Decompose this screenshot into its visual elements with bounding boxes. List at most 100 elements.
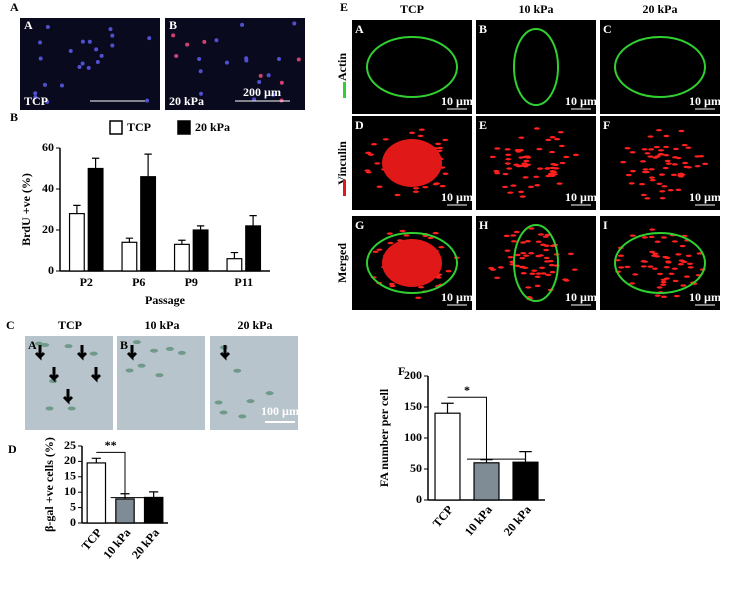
nucleus	[214, 38, 219, 43]
focal-adhesion	[493, 169, 500, 173]
focal-adhesion	[514, 253, 521, 257]
bar	[115, 498, 135, 524]
focal-adhesion	[660, 236, 667, 239]
focal-adhesion	[682, 161, 689, 165]
y-tick-label: 0	[48, 263, 54, 277]
nucleus	[38, 40, 43, 45]
row-label: Actin	[335, 53, 349, 81]
error-bar	[91, 157, 100, 169]
legend-swatch	[343, 82, 346, 98]
bar	[140, 176, 157, 272]
nucleus	[257, 79, 262, 84]
focal-adhesion	[554, 137, 561, 141]
bar	[226, 258, 243, 272]
nucleus	[279, 98, 284, 103]
focal-adhesion	[367, 153, 374, 156]
focal-adhesion	[558, 144, 565, 148]
focal-adhesion	[675, 188, 682, 192]
focal-adhesion	[654, 240, 661, 243]
focal-adhesion	[382, 138, 389, 141]
focal-adhesion	[510, 184, 517, 187]
cell	[45, 406, 54, 411]
cell	[34, 341, 43, 346]
x-tick-label: P9	[185, 275, 198, 289]
nucleus	[199, 91, 204, 96]
nucleus	[252, 97, 257, 102]
focal-adhesion	[673, 294, 680, 298]
micrograph	[476, 20, 596, 114]
image-letter: B	[169, 18, 177, 32]
focal-adhesion	[649, 179, 656, 182]
cell	[132, 340, 141, 345]
focal-adhesion	[629, 282, 636, 285]
focal-adhesion	[514, 264, 521, 268]
cell-body	[382, 239, 442, 287]
focal-adhesion	[504, 148, 511, 151]
nucleus	[80, 61, 85, 66]
actin	[614, 36, 706, 98]
focal-adhesion	[519, 195, 526, 198]
focal-adhesion	[624, 265, 631, 269]
error-bar	[480, 459, 493, 463]
x-tick-label: TCP	[430, 503, 456, 530]
focal-adhesion	[534, 184, 541, 187]
focal-adhesion	[624, 147, 631, 150]
focal-adhesion	[442, 172, 449, 175]
focal-adhesion	[417, 134, 424, 138]
focal-adhesion	[656, 182, 663, 186]
nucleus	[86, 65, 91, 70]
error-bar	[230, 251, 239, 259]
focal-adhesion	[681, 260, 688, 264]
focal-adhesion	[549, 244, 556, 248]
cell	[177, 350, 186, 355]
x-tick-label: TCP	[79, 526, 105, 553]
focal-adhesion	[677, 263, 684, 266]
column-header: 20 kPa	[237, 318, 272, 332]
focal-adhesion	[422, 185, 429, 189]
focal-adhesion	[540, 272, 547, 275]
focal-adhesion	[545, 138, 552, 142]
focal-adhesion	[654, 294, 661, 297]
focal-adhesion	[632, 273, 639, 276]
focal-adhesion	[549, 136, 556, 139]
cell	[165, 346, 174, 351]
focal-adhesion	[537, 167, 544, 170]
focal-adhesion	[514, 148, 521, 152]
focal-adhesion	[563, 155, 570, 159]
focal-adhesion	[494, 171, 501, 175]
nucleus	[171, 33, 176, 38]
nucleus	[197, 57, 202, 62]
focal-adhesion	[702, 162, 709, 166]
focal-adhesion	[663, 277, 670, 280]
focal-adhesion	[528, 252, 535, 255]
focal-adhesion	[654, 155, 661, 158]
focal-adhesion	[658, 173, 665, 176]
scale-label: 10 µm	[689, 290, 721, 304]
focal-adhesion	[370, 143, 377, 146]
focal-adhesion	[372, 250, 379, 253]
focal-adhesion	[535, 240, 542, 243]
image-letter: E	[479, 118, 487, 132]
arrow	[90, 367, 102, 383]
error-bar	[125, 237, 134, 243]
focal-adhesion	[437, 146, 444, 150]
focal-adhesion	[528, 185, 535, 189]
focal-adhesion	[628, 182, 635, 185]
actin	[366, 232, 458, 294]
bar	[143, 496, 164, 524]
x-tick-label: P11	[234, 275, 253, 289]
nucleus	[174, 53, 179, 58]
panel-label: E	[340, 0, 348, 14]
focal-adhesion	[662, 255, 669, 259]
focal-adhesion	[536, 147, 543, 151]
focal-adhesion	[670, 173, 677, 177]
focal-adhesion	[364, 169, 371, 172]
focal-adhesion	[510, 240, 517, 243]
row-label: Vinculin	[335, 141, 349, 185]
focal-adhesion	[675, 156, 682, 160]
focal-adhesion	[533, 127, 540, 130]
y-tick-label: 20	[42, 222, 54, 236]
cell	[67, 406, 76, 411]
x-tick-label: 20 kPa	[129, 526, 162, 562]
focal-adhesion	[644, 197, 651, 200]
